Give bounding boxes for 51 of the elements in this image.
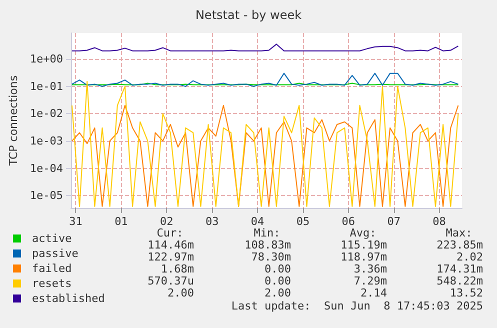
- legend-label: failed: [32, 262, 72, 275]
- chart-title: Netstat - by week: [195, 8, 302, 22]
- text: 7.29m: [354, 274, 388, 288]
- x-tick-label: 03: [205, 215, 219, 228]
- x-tick-label: 31: [69, 215, 82, 228]
- x-tick-label: 04: [250, 215, 265, 228]
- x-tick-label: 01: [114, 215, 128, 228]
- text: 2.00: [168, 286, 194, 300]
- text: 3.36m: [354, 262, 388, 276]
- text: 13.52: [450, 286, 483, 300]
- y-tick-label: 1e-02: [30, 107, 64, 120]
- y-tick-label: 1e-05: [30, 189, 64, 202]
- legend-label: resets: [32, 277, 72, 290]
- x-tick-label: 06: [342, 215, 356, 228]
- x-tick-label: 08: [432, 215, 446, 228]
- y-tick-label: 1e-01: [30, 80, 64, 93]
- text: 122.97m: [148, 250, 194, 264]
- text: 2.02: [456, 250, 483, 264]
- text: 174.31m: [436, 262, 484, 276]
- text: 2.14: [360, 286, 388, 300]
- text: 118.97m: [340, 250, 388, 264]
- text: 78.30m: [251, 250, 292, 264]
- text: 548.22m: [436, 274, 484, 288]
- x-tick-label: 02: [160, 215, 174, 228]
- text: 115.19m: [340, 238, 388, 252]
- line-series: [71, 44, 459, 52]
- text: 223.85m: [436, 238, 484, 252]
- text: 0.00: [264, 262, 291, 276]
- y-tick-label: 1e-03: [30, 134, 64, 148]
- x-tick-label: 07: [387, 215, 400, 228]
- text: 108.83m: [244, 238, 292, 252]
- line-series: [71, 72, 459, 87]
- legend-label: established: [32, 292, 105, 305]
- line-series: [71, 81, 459, 207]
- text: 570.37u: [148, 274, 194, 288]
- text: Min:: [254, 226, 280, 240]
- legend-label: active: [32, 232, 72, 245]
- legend-label: passive: [32, 247, 78, 260]
- text: 0.00: [264, 274, 291, 288]
- text: Last update: Sun Jun 8 17:45:03 2025: [231, 300, 483, 312]
- text: Max:: [446, 226, 472, 240]
- x-tick-label: 05: [296, 215, 310, 228]
- text: Avg:: [350, 226, 376, 240]
- text: 2.00: [264, 286, 291, 300]
- line-series: [71, 104, 459, 207]
- text: 1.68m: [160, 262, 194, 276]
- text: Cur:: [156, 226, 184, 240]
- text: 114.46m: [148, 238, 194, 252]
- y-tick-label: 1e-04: [30, 162, 64, 175]
- y-tick-label: 1e+00: [30, 52, 64, 66]
- y-axis-title: TCP connections: [7, 75, 20, 167]
